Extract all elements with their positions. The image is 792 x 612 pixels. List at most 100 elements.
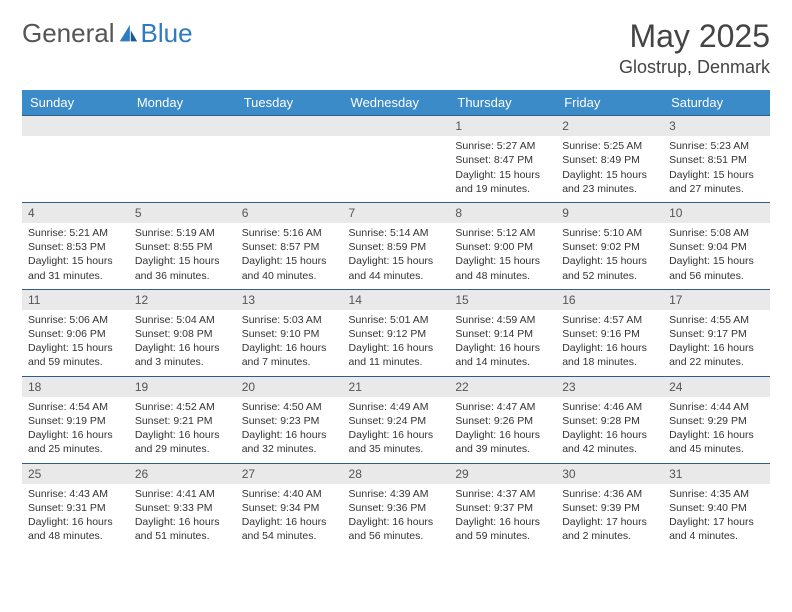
calendar-cell: 22Sunrise: 4:47 AMSunset: 9:26 PMDayligh… [449,376,556,463]
calendar-cell: 21Sunrise: 4:49 AMSunset: 9:24 PMDayligh… [343,376,450,463]
calendar-cell: 23Sunrise: 4:46 AMSunset: 9:28 PMDayligh… [556,376,663,463]
sunrise-line: Sunrise: 4:35 AM [669,487,764,501]
day-number: 24 [663,377,770,397]
daylight-line: Daylight: 16 hours and 56 minutes. [349,515,444,543]
calendar-cell [236,116,343,203]
calendar-cell: 25Sunrise: 4:43 AMSunset: 9:31 PMDayligh… [22,463,129,549]
day-number: 8 [449,203,556,223]
sunrise-line: Sunrise: 5:06 AM [28,313,123,327]
day-body: Sunrise: 4:57 AMSunset: 9:16 PMDaylight:… [556,310,663,376]
daylight-line: Daylight: 16 hours and 54 minutes. [242,515,337,543]
sunrise-line: Sunrise: 5:08 AM [669,226,764,240]
sunrise-line: Sunrise: 4:36 AM [562,487,657,501]
day-body: Sunrise: 5:04 AMSunset: 9:08 PMDaylight:… [129,310,236,376]
weekday-header: SundayMondayTuesdayWednesdayThursdayFrid… [22,90,770,116]
daylight-line: Daylight: 15 hours and 36 minutes. [135,254,230,282]
daylight-line: Daylight: 17 hours and 2 minutes. [562,515,657,543]
sunrise-line: Sunrise: 5:16 AM [242,226,337,240]
sunrise-line: Sunrise: 4:49 AM [349,400,444,414]
calendar-cell: 29Sunrise: 4:37 AMSunset: 9:37 PMDayligh… [449,463,556,549]
day-body: Sunrise: 4:37 AMSunset: 9:37 PMDaylight:… [449,484,556,550]
calendar-cell: 17Sunrise: 4:55 AMSunset: 9:17 PMDayligh… [663,289,770,376]
sunrise-line: Sunrise: 4:47 AM [455,400,550,414]
daylight-line: Daylight: 16 hours and 22 minutes. [669,341,764,369]
calendar-cell: 20Sunrise: 4:50 AMSunset: 9:23 PMDayligh… [236,376,343,463]
sunset-line: Sunset: 9:17 PM [669,327,764,341]
day-number-empty [236,116,343,136]
sunset-line: Sunset: 9:19 PM [28,414,123,428]
sunset-line: Sunset: 9:26 PM [455,414,550,428]
calendar-cell: 1Sunrise: 5:27 AMSunset: 8:47 PMDaylight… [449,116,556,203]
day-body: Sunrise: 4:47 AMSunset: 9:26 PMDaylight:… [449,397,556,463]
weekday-friday: Friday [556,90,663,116]
calendar-cell: 7Sunrise: 5:14 AMSunset: 8:59 PMDaylight… [343,202,450,289]
calendar-cell: 28Sunrise: 4:39 AMSunset: 9:36 PMDayligh… [343,463,450,549]
daylight-line: Daylight: 16 hours and 7 minutes. [242,341,337,369]
day-body: Sunrise: 5:16 AMSunset: 8:57 PMDaylight:… [236,223,343,289]
calendar-row: 4Sunrise: 5:21 AMSunset: 8:53 PMDaylight… [22,202,770,289]
day-number: 15 [449,290,556,310]
sunrise-line: Sunrise: 5:21 AM [28,226,123,240]
sunrise-line: Sunrise: 5:04 AM [135,313,230,327]
day-number: 17 [663,290,770,310]
day-body: Sunrise: 4:46 AMSunset: 9:28 PMDaylight:… [556,397,663,463]
daylight-line: Daylight: 16 hours and 39 minutes. [455,428,550,456]
calendar-cell [129,116,236,203]
sunset-line: Sunset: 9:02 PM [562,240,657,254]
sunrise-line: Sunrise: 5:03 AM [242,313,337,327]
sunset-line: Sunset: 8:49 PM [562,153,657,167]
day-body: Sunrise: 5:03 AMSunset: 9:10 PMDaylight:… [236,310,343,376]
daylight-line: Daylight: 16 hours and 35 minutes. [349,428,444,456]
brand-part1: General [22,18,115,49]
sunset-line: Sunset: 9:24 PM [349,414,444,428]
sunrise-line: Sunrise: 5:19 AM [135,226,230,240]
day-body: Sunrise: 4:44 AMSunset: 9:29 PMDaylight:… [663,397,770,463]
sunrise-line: Sunrise: 5:12 AM [455,226,550,240]
calendar-cell: 27Sunrise: 4:40 AMSunset: 9:34 PMDayligh… [236,463,343,549]
sunset-line: Sunset: 8:55 PM [135,240,230,254]
day-number: 30 [556,464,663,484]
calendar-cell: 6Sunrise: 5:16 AMSunset: 8:57 PMDaylight… [236,202,343,289]
sunrise-line: Sunrise: 4:46 AM [562,400,657,414]
sunset-line: Sunset: 9:00 PM [455,240,550,254]
sunrise-line: Sunrise: 5:27 AM [455,139,550,153]
day-body: Sunrise: 5:10 AMSunset: 9:02 PMDaylight:… [556,223,663,289]
sunset-line: Sunset: 8:57 PM [242,240,337,254]
calendar-row: 11Sunrise: 5:06 AMSunset: 9:06 PMDayligh… [22,289,770,376]
day-body: Sunrise: 5:12 AMSunset: 9:00 PMDaylight:… [449,223,556,289]
sunrise-line: Sunrise: 4:40 AM [242,487,337,501]
day-number-empty [129,116,236,136]
sunset-line: Sunset: 8:53 PM [28,240,123,254]
calendar-cell: 13Sunrise: 5:03 AMSunset: 9:10 PMDayligh… [236,289,343,376]
day-number: 29 [449,464,556,484]
calendar-cell: 9Sunrise: 5:10 AMSunset: 9:02 PMDaylight… [556,202,663,289]
sunset-line: Sunset: 9:28 PM [562,414,657,428]
day-body: Sunrise: 4:52 AMSunset: 9:21 PMDaylight:… [129,397,236,463]
day-body: Sunrise: 5:19 AMSunset: 8:55 PMDaylight:… [129,223,236,289]
daylight-line: Daylight: 16 hours and 3 minutes. [135,341,230,369]
location: Glostrup, Denmark [619,57,770,78]
day-number-empty [22,116,129,136]
sunset-line: Sunset: 9:37 PM [455,501,550,515]
daylight-line: Daylight: 15 hours and 59 minutes. [28,341,123,369]
weekday-tuesday: Tuesday [236,90,343,116]
sunset-line: Sunset: 9:40 PM [669,501,764,515]
sunset-line: Sunset: 9:21 PM [135,414,230,428]
sunset-line: Sunset: 9:06 PM [28,327,123,341]
day-body: Sunrise: 5:25 AMSunset: 8:49 PMDaylight:… [556,136,663,202]
weekday-thursday: Thursday [449,90,556,116]
day-body: Sunrise: 5:08 AMSunset: 9:04 PMDaylight:… [663,223,770,289]
day-number: 11 [22,290,129,310]
daylight-line: Daylight: 16 hours and 25 minutes. [28,428,123,456]
sunrise-line: Sunrise: 4:50 AM [242,400,337,414]
day-body: Sunrise: 4:40 AMSunset: 9:34 PMDaylight:… [236,484,343,550]
daylight-line: Daylight: 15 hours and 40 minutes. [242,254,337,282]
day-number: 14 [343,290,450,310]
daylight-line: Daylight: 15 hours and 19 minutes. [455,168,550,196]
sunrise-line: Sunrise: 4:37 AM [455,487,550,501]
calendar-body: 1Sunrise: 5:27 AMSunset: 8:47 PMDaylight… [22,116,770,550]
day-number: 27 [236,464,343,484]
sunrise-line: Sunrise: 5:23 AM [669,139,764,153]
day-body: Sunrise: 5:27 AMSunset: 8:47 PMDaylight:… [449,136,556,202]
calendar-cell: 18Sunrise: 4:54 AMSunset: 9:19 PMDayligh… [22,376,129,463]
